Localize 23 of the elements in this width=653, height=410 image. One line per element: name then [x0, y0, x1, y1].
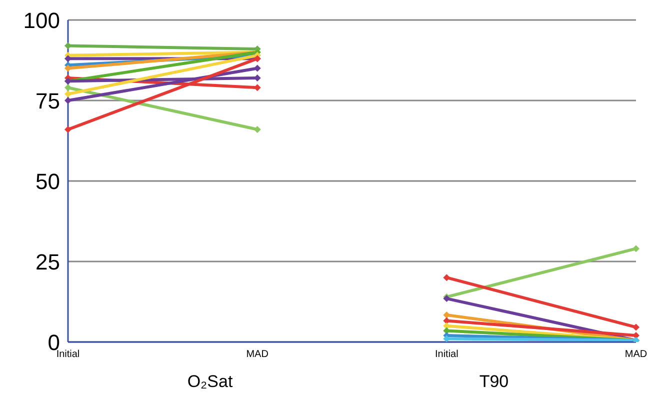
point [64, 42, 72, 50]
point [254, 64, 261, 72]
point [64, 64, 72, 72]
x-tick-label: MAD [624, 349, 648, 360]
point [64, 97, 72, 104]
x-tick-label: Initial [434, 349, 458, 360]
point [64, 84, 72, 92]
y-tick-label: 50 [36, 168, 60, 194]
point [632, 324, 640, 331]
y-tick-label: 75 [36, 88, 60, 114]
text: T90 [478, 372, 510, 392]
point [64, 126, 72, 133]
point [64, 90, 72, 98]
x-tick-label: MAD [246, 349, 268, 360]
y-tick-label: 25 [36, 249, 60, 274]
y-tick-label: 100 [23, 8, 60, 33]
point [443, 311, 450, 318]
point [632, 245, 640, 252]
x-tick-label: Initial [56, 349, 80, 360]
point [443, 274, 450, 282]
point [254, 126, 261, 133]
point [64, 55, 72, 62]
text: O₂Sat [186, 372, 234, 392]
